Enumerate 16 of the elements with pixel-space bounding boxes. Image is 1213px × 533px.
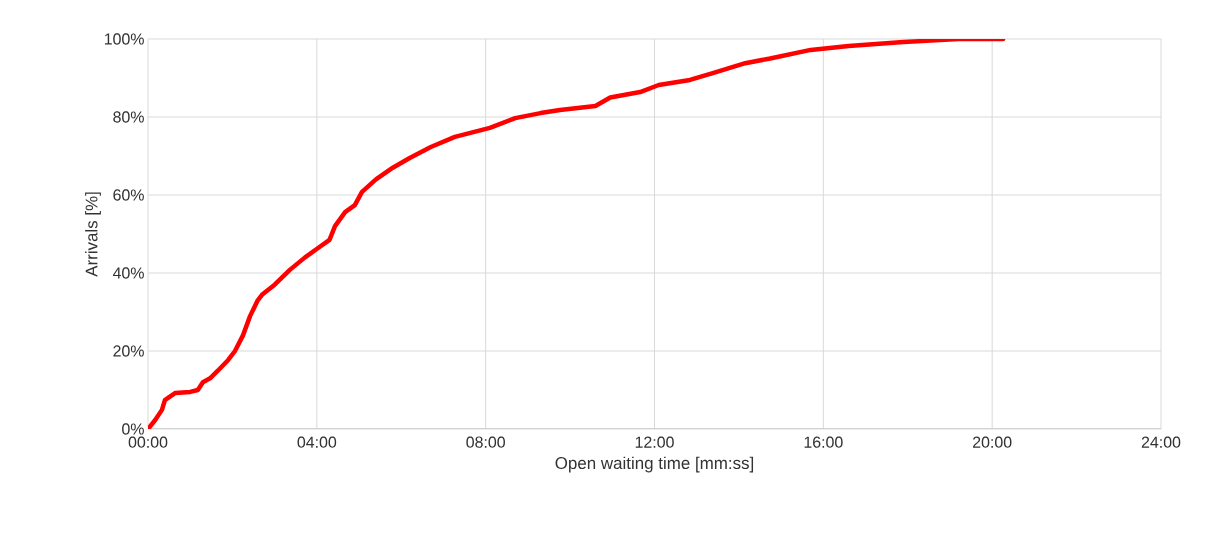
y-tick-label: 0%: [122, 423, 144, 435]
x-tick-label: 20:00: [973, 436, 1012, 448]
x-axis-title: Open waiting time [mm:ss]: [555, 456, 754, 473]
line-series: [148, 38, 1006, 429]
x-tick-label: 00:00: [128, 436, 168, 448]
x-tick-label: 08:00: [466, 436, 505, 448]
y-tick-label: 20%: [113, 345, 144, 357]
x-tick-label: 16:00: [804, 436, 843, 448]
x-tick-label: 12:00: [635, 436, 674, 448]
x-tick-label: 04:00: [297, 436, 337, 448]
y-tick-label: 100%: [104, 33, 144, 45]
y-tick-label: 80%: [113, 111, 144, 123]
y-axis-title: Arrivals [%]: [85, 192, 101, 277]
y-tick-label: 60%: [113, 189, 144, 201]
y-tick-label: 40%: [112, 267, 144, 279]
x-tick-label: 24:00: [1141, 436, 1181, 448]
